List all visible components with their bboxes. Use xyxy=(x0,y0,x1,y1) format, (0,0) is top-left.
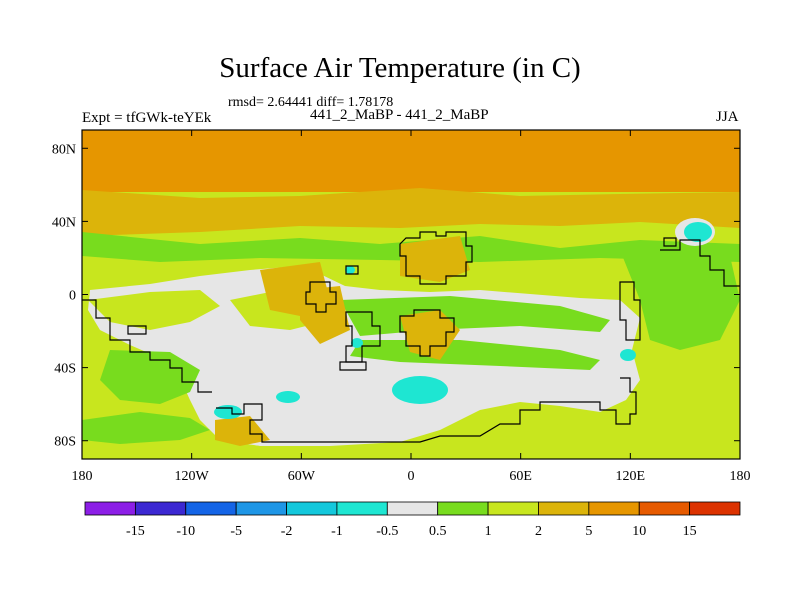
lat-tick-label-2: 0 xyxy=(69,289,76,304)
coast-southern-continent xyxy=(216,377,637,443)
midlat-warm-band xyxy=(82,188,740,236)
colorbar: -15 -10 -5 -2 -1 -0.5 0.5 1 2 5 10 15 xyxy=(84,501,741,539)
colorbar-label-5: -0.5 xyxy=(376,524,398,539)
lon-tick-label-3: 0 xyxy=(408,469,415,484)
colorbar-swatch-2 xyxy=(185,501,237,516)
coast-small-island-3 xyxy=(127,325,147,335)
axis-ticks: 180 120W 60W 0 60E 120E 180 80N 40N 0 40S 80S xyxy=(52,130,751,484)
green-streak-3 xyxy=(100,350,200,404)
temperature-field xyxy=(82,130,740,459)
colorbar-label-3: -2 xyxy=(281,524,293,539)
colorbar-swatch-0 xyxy=(84,501,136,516)
comparison-label: 441_2_MaBP - 441_2_MaBP xyxy=(310,107,489,123)
lat-tick-label-4: 80S xyxy=(54,435,76,450)
colorbar-swatch-11 xyxy=(638,501,691,516)
coast-north-landmass xyxy=(399,231,473,285)
plot-title: Surface Air Temperature (in C) xyxy=(219,52,581,84)
coastlines xyxy=(82,231,740,443)
coast-small-island-1 xyxy=(345,265,359,275)
lon-tick-label-0: 180 xyxy=(72,469,93,484)
lat-tick-label-0: 80N xyxy=(52,142,76,157)
colorbar-swatch-7 xyxy=(437,501,489,516)
cool-patch-small-1 xyxy=(351,338,363,348)
colorbar-swatch-10 xyxy=(588,501,640,516)
coast-small-island-4 xyxy=(339,361,367,371)
cool-patch-small-4 xyxy=(345,266,355,274)
experiment-label: Expt = tfGWk-teYEk xyxy=(82,110,212,126)
coast-eastern-landmass xyxy=(399,309,455,357)
colorbar-swatch-9 xyxy=(538,501,590,516)
coast-central-island xyxy=(305,281,337,313)
colorbar-swatch-5 xyxy=(336,501,388,516)
pacific-tongue xyxy=(88,290,220,330)
cool-patch-east-asia xyxy=(684,222,712,242)
coast-east-asia xyxy=(660,239,740,287)
lon-tick-label-4: 60E xyxy=(509,469,532,484)
colorbar-label-6: 0.5 xyxy=(429,524,447,539)
colorbar-label-2: -5 xyxy=(230,524,242,539)
stats-text: rmsd= 2.64441 diff= 1.78178 xyxy=(228,95,394,110)
antarctic-band xyxy=(82,420,740,459)
cool-patch-small-5 xyxy=(620,349,636,361)
lon-tick-label-1: 120W xyxy=(175,469,210,484)
coast-east-strip xyxy=(619,281,641,341)
colorbar-swatch-3 xyxy=(235,501,287,516)
coast-small-island-2 xyxy=(663,237,677,247)
land-warm-3 xyxy=(300,286,350,344)
colorbar-label-9: 5 xyxy=(585,524,592,539)
land-warm-1 xyxy=(400,236,470,282)
coast-west-margin xyxy=(82,299,212,393)
cool-patch-south-atlantic xyxy=(392,376,448,404)
cool-patch-small-2 xyxy=(276,391,300,403)
lat-tick-label-3: 40S xyxy=(54,362,76,377)
lon-tick-label-2: 60W xyxy=(288,469,316,484)
colorbar-swatch-4 xyxy=(286,501,338,516)
colorbar-label-8: 2 xyxy=(535,524,542,539)
colorbar-label-0: -15 xyxy=(126,524,145,539)
land-warm-2 xyxy=(400,310,460,360)
cool-patch-small-3 xyxy=(214,405,242,419)
colorbar-label-1: -10 xyxy=(176,524,195,539)
colorbar-swatch-1 xyxy=(134,501,187,516)
colorbar-label-10: 10 xyxy=(632,524,646,539)
green-streak-5 xyxy=(82,412,210,444)
colorbar-swatch-8 xyxy=(487,501,539,516)
arctic-warm-band xyxy=(82,130,740,192)
colorbar-label-11: 15 xyxy=(683,524,697,539)
lat-tick-label-1: 40N xyxy=(52,215,76,230)
land-warm-4 xyxy=(215,416,270,446)
colorbar-label-4: -1 xyxy=(331,524,343,539)
season-label: JJA xyxy=(716,109,739,125)
lon-tick-label-6: 180 xyxy=(730,469,751,484)
colorbar-swatch-12 xyxy=(689,501,741,516)
lon-tick-label-5: 120E xyxy=(616,469,646,484)
colorbar-swatch-6 xyxy=(386,501,439,516)
colorbar-label-7: 1 xyxy=(485,524,492,539)
